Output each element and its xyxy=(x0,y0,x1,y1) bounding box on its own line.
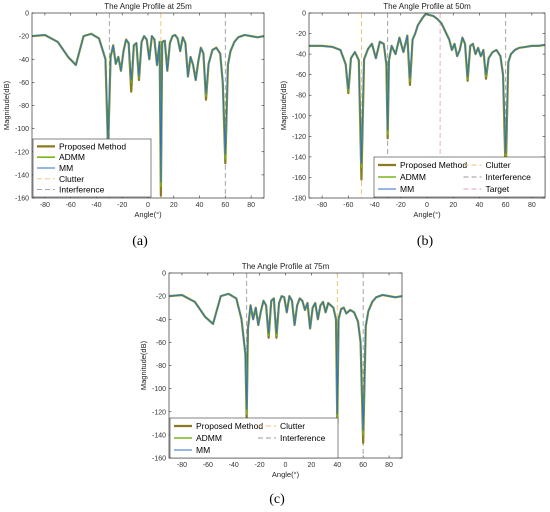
x-tick-label: -60 xyxy=(66,202,76,209)
legend-label: Proposed Method xyxy=(59,141,126,151)
legend-label: ADMM xyxy=(59,152,85,162)
chart-2: The Angle Profile at 50m -80 -60 -40 -20 0 20 4… xyxy=(279,2,546,219)
y-tick-label: -180 xyxy=(292,196,306,203)
x-tick-label: -40 xyxy=(369,202,379,209)
y-tick-label: -160 xyxy=(15,196,29,203)
legend-label: ADMM xyxy=(400,172,426,182)
y-tick-label: -80 xyxy=(156,363,166,370)
y-axis-label: Magnitude(dB) xyxy=(2,80,11,130)
y-tick-label: -160 xyxy=(152,456,166,463)
x-tick-label: 20 xyxy=(449,202,457,209)
series-line-mm xyxy=(32,33,264,183)
x-axis-label: Angle(°) xyxy=(413,210,441,219)
legend: Proposed Method ADMM MM Clutter Interference… xyxy=(373,156,546,198)
x-tick-label: 40 xyxy=(476,202,484,209)
x-tick-label: 20 xyxy=(170,202,178,209)
x-tick-label: 0 xyxy=(284,462,288,469)
x-tick-label: -20 xyxy=(396,202,406,209)
y-tick-label: -20 xyxy=(19,34,29,41)
y-tick-label: -100 xyxy=(152,386,166,393)
x-tick-label: 60 xyxy=(502,202,510,209)
x-tick-label: 0 xyxy=(146,202,150,209)
axes-frame xyxy=(31,12,265,199)
y-tick-label: -80 xyxy=(19,103,29,110)
y-tick-label: -20 xyxy=(156,294,166,301)
y-tick-label: -60 xyxy=(19,80,29,87)
x-tick-label: -40 xyxy=(229,462,239,469)
x-tick-label: -20 xyxy=(117,202,127,209)
y-tick-label: -40 xyxy=(19,57,29,64)
x-tick-label: -40 xyxy=(91,202,101,209)
y-tick-label: -80 xyxy=(296,93,306,100)
caption-a: (a) xyxy=(132,234,148,249)
legend-label: Clutter xyxy=(280,421,305,431)
legend-label: Clutter xyxy=(59,174,84,184)
legend-label: Target xyxy=(486,184,510,194)
y-tick-label: -20 xyxy=(296,31,306,38)
chart-title: The Angle Profile at 25m xyxy=(104,2,192,11)
x-tick-label: -60 xyxy=(343,202,353,209)
x-tick-label: -80 xyxy=(177,462,187,469)
y-tick-label: -100 xyxy=(15,126,29,133)
y-tick-label: -140 xyxy=(292,154,306,161)
y-tick-label: -40 xyxy=(296,52,306,59)
axes-frame xyxy=(308,12,546,199)
x-tick-label: 20 xyxy=(307,462,315,469)
y-tick-label: -100 xyxy=(292,113,306,120)
y-tick-label: -140 xyxy=(15,172,29,179)
legend-label: Interference xyxy=(486,172,532,182)
chart-1: The Angle Profile at 25m -80 -60 -40 -20 0 20 4… xyxy=(2,2,265,219)
caption-c: (c) xyxy=(269,492,285,507)
y-tick-label: -40 xyxy=(156,317,166,324)
legend-label: Clutter xyxy=(486,160,511,170)
x-tick-label: 80 xyxy=(528,202,536,209)
y-axis-label: Magnitude(dB) xyxy=(279,80,288,130)
chart-3: The Angle Profile at 75m -80 -60 -40 -20 0 20 4… xyxy=(139,262,403,479)
x-tick-label: 80 xyxy=(247,202,255,209)
legend-label: Interference xyxy=(59,185,105,195)
legend-box xyxy=(373,156,546,198)
y-tick-label: -120 xyxy=(292,134,306,141)
y-tick-label: 0 xyxy=(162,271,166,278)
x-tick-label: 0 xyxy=(425,202,429,209)
series-line-mm xyxy=(169,293,402,431)
x-tick-label: 80 xyxy=(385,462,393,469)
x-tick-label: 40 xyxy=(196,202,204,209)
y-tick-label: -120 xyxy=(15,149,29,156)
x-tick-label: 60 xyxy=(221,202,229,209)
y-tick-label: -60 xyxy=(156,340,166,347)
legend-label: Interference xyxy=(280,433,326,443)
legend-label: Proposed Method xyxy=(400,160,467,170)
legend-box xyxy=(169,417,339,459)
caption-b: (b) xyxy=(417,234,434,249)
x-tick-label: -80 xyxy=(40,202,50,209)
legend-label: MM xyxy=(400,184,414,194)
y-tick-label: 0 xyxy=(25,11,29,18)
legend-label: MM xyxy=(59,163,73,173)
y-tick-label: -140 xyxy=(152,432,166,439)
y-tick-label: 0 xyxy=(302,11,306,18)
x-tick-label: 40 xyxy=(333,462,341,469)
x-axis-label: Angle(°) xyxy=(272,470,300,479)
x-tick-label: 60 xyxy=(359,462,367,469)
x-tick-label: -80 xyxy=(317,202,327,209)
legend-label: ADMM xyxy=(196,433,222,443)
y-axis-label: Magnitude(dB) xyxy=(139,340,148,390)
legend-label: Proposed Method xyxy=(196,421,263,431)
y-tick-label: -160 xyxy=(292,175,306,182)
y-tick-label: -120 xyxy=(152,409,166,416)
x-axis-label: Angle(°) xyxy=(134,210,162,219)
x-tick-label: -20 xyxy=(255,462,265,469)
series-line-mm xyxy=(309,13,545,164)
legend: Proposed Method ADMM MM Clutter Interference xyxy=(169,417,339,459)
chart-title: The Angle Profile at 50m xyxy=(383,2,471,11)
legend-label: MM xyxy=(196,445,210,455)
chart-title: The Angle Profile at 75m xyxy=(242,262,330,271)
y-tick-label: -60 xyxy=(296,72,306,79)
x-tick-label: -60 xyxy=(203,462,213,469)
